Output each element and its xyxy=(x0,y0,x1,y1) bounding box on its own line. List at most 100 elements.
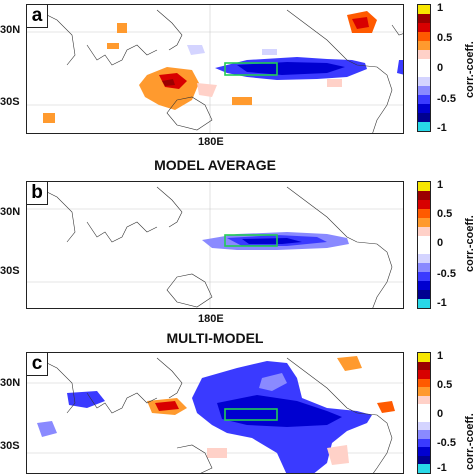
anomaly-blue-indian-c xyxy=(67,391,105,408)
anomaly-blue-core xyxy=(237,62,345,75)
colorbar-segment xyxy=(418,245,430,254)
coast-americas-b xyxy=(286,186,393,308)
colorbar-segment xyxy=(418,77,430,86)
map-a-svg xyxy=(27,5,403,133)
colorbar-segment xyxy=(418,353,430,362)
colorbar-segment xyxy=(418,421,430,431)
cb-a-tick-neg1: -1 xyxy=(437,122,447,134)
colorbar-segment xyxy=(418,113,430,122)
anomaly-pink-c1 xyxy=(207,448,227,458)
anomaly-darkblue-b xyxy=(242,238,302,244)
colorbar-segment xyxy=(418,404,430,413)
anomaly-lightblue-c2 xyxy=(37,421,57,437)
cb-c-tick-neg0.5: -0.5 xyxy=(437,437,456,449)
colorbar-c xyxy=(417,352,431,474)
anomaly-orange-a5 xyxy=(43,113,55,123)
colorbar-segment xyxy=(418,263,430,272)
colorbar-segment xyxy=(418,14,430,23)
map-b-svg xyxy=(27,182,403,308)
colorbar-segment xyxy=(418,455,430,465)
colorbar-segment xyxy=(418,281,430,290)
coast-australia-c xyxy=(176,444,213,473)
ytick-b-30n: 30N xyxy=(0,206,21,218)
anomaly-orange-a3 xyxy=(117,23,127,33)
colorbar-title-a: corr.-coeff. xyxy=(464,41,474,98)
colorbar-segment xyxy=(418,86,430,95)
colorbar-segment xyxy=(418,430,430,439)
map-c-svg xyxy=(27,356,403,473)
coast-asia-a xyxy=(36,9,158,66)
colorbar-segment xyxy=(418,236,430,245)
colorbar-segment xyxy=(418,272,430,281)
map-panel-a: a xyxy=(26,4,404,134)
nino-box-c xyxy=(224,408,278,421)
coast-europe-a xyxy=(391,24,403,36)
colorbar-segment xyxy=(418,447,430,456)
nino-box-a xyxy=(224,62,278,76)
ytick-b-30s: 30S xyxy=(0,265,20,277)
panel-label-c: c xyxy=(27,353,48,376)
panel-label-a: a xyxy=(27,5,48,28)
cb-a-tick-neg0.5: -0.5 xyxy=(437,93,456,105)
colorbar-segment xyxy=(418,68,430,77)
anomaly-pink-a2 xyxy=(327,79,342,87)
anomaly-darkblue-c xyxy=(217,395,342,427)
colorbar-a xyxy=(417,4,431,132)
coast-eastasia-c xyxy=(156,357,183,399)
anomaly-red-npac xyxy=(352,17,369,29)
map-panel-b: b xyxy=(26,181,404,309)
cb-c-tick-neg1: -1 xyxy=(437,462,447,474)
colorbar-segment xyxy=(418,209,430,218)
anomaly-orange-maritime xyxy=(139,67,199,110)
colorbar-segment xyxy=(418,361,430,371)
panel-title-b: MODEL AVERAGE xyxy=(154,157,276,173)
coast-australia-a xyxy=(166,96,213,131)
anomaly-orange-npac-c xyxy=(337,356,362,371)
cb-b-tick-neg1: -1 xyxy=(437,297,447,309)
cb-a-tick-1: 1 xyxy=(437,2,444,14)
colorbar-title-b: corr.-coeff. xyxy=(464,215,474,272)
colorbar-segment xyxy=(418,395,430,405)
coast-asia-b xyxy=(36,186,158,243)
anomaly-red-maritime-c xyxy=(155,401,179,411)
map-panel-c: c xyxy=(26,352,404,474)
anomaly-orange-a2 xyxy=(232,97,252,105)
anomaly-orange-atlantic-c xyxy=(377,401,395,413)
colorbar-b xyxy=(417,181,431,309)
colorbar-segment xyxy=(418,191,430,200)
colorbar-segment xyxy=(418,59,430,68)
cb-c-tick-1: 1 xyxy=(437,350,444,362)
colorbar-segment xyxy=(418,387,430,396)
colorbar-segment xyxy=(418,41,430,50)
colorbar-title-c: corr.-coeff. xyxy=(464,413,474,470)
cb-b-tick-1: 1 xyxy=(437,179,444,191)
cb-c-tick-0: 0 xyxy=(437,408,444,420)
colorbar-segment xyxy=(418,95,430,104)
anomaly-lightblue-c1 xyxy=(259,373,287,391)
cb-c-tick-0.5: 0.5 xyxy=(437,379,453,391)
coast-americas-c xyxy=(286,357,393,473)
cb-b-tick-0.5: 0.5 xyxy=(437,208,453,220)
colorbar-segment xyxy=(418,438,430,448)
colorbar-segment xyxy=(418,200,430,209)
coast-australia-b xyxy=(166,273,213,308)
colorbar-segment xyxy=(418,182,430,191)
coast-americas-a xyxy=(286,9,393,133)
colorbar-segment xyxy=(418,412,430,422)
colorbar-segment xyxy=(418,32,430,41)
anomaly-lightblue-a2 xyxy=(262,49,277,55)
anomaly-orange-a4 xyxy=(107,43,119,49)
anomaly-blue-atlantic xyxy=(397,60,403,75)
panel-title-c: MULTI-MODEL xyxy=(166,330,264,346)
colorbar-segment xyxy=(418,290,430,299)
colorbar-segment xyxy=(418,5,430,14)
cb-a-tick-0.5: 0.5 xyxy=(437,32,453,44)
coast-asia-c xyxy=(36,357,158,414)
colorbar-segment xyxy=(418,50,430,59)
anomaly-pink-c2 xyxy=(327,445,349,465)
colorbar-segment xyxy=(418,299,430,308)
xtick-b-180e: 180E xyxy=(198,313,224,325)
colorbar-segment xyxy=(418,378,430,388)
colorbar-segment xyxy=(418,464,430,473)
coast-eastasia-b xyxy=(156,186,183,228)
